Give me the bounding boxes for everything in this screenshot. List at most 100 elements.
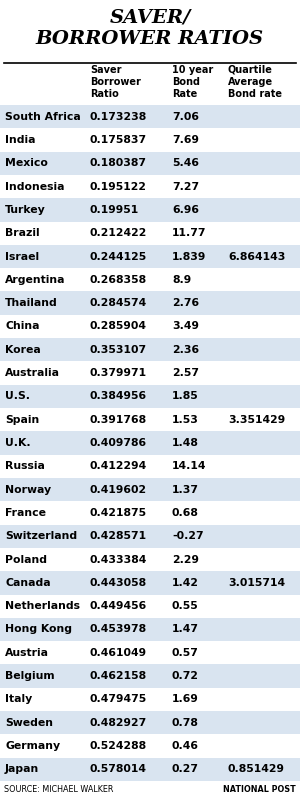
Bar: [0, 244, 300, 268]
Text: 0.268358: 0.268358: [90, 275, 147, 284]
Text: Hong Kong: Hong Kong: [5, 625, 72, 634]
Text: Spain: Spain: [5, 415, 39, 425]
Text: 0.443058: 0.443058: [90, 578, 147, 588]
Text: 0.285904: 0.285904: [90, 321, 147, 332]
Text: Netherlands: Netherlands: [5, 601, 80, 611]
Text: Italy: Italy: [5, 694, 32, 705]
Text: Australia: Australia: [5, 368, 60, 378]
Text: 0.851429: 0.851429: [228, 765, 285, 774]
Text: Mexico: Mexico: [5, 158, 48, 169]
Text: 0.72: 0.72: [172, 671, 199, 681]
Text: 0.524288: 0.524288: [90, 741, 147, 751]
Text: 0.195122: 0.195122: [90, 181, 147, 192]
Text: Belgium: Belgium: [5, 671, 55, 681]
Text: 2.76: 2.76: [172, 298, 199, 308]
Text: 0.462158: 0.462158: [90, 671, 147, 681]
Bar: [0, 594, 300, 618]
Bar: [0, 105, 300, 129]
Bar: [0, 757, 300, 781]
Text: SOURCE: MICHAEL WALKER: SOURCE: MICHAEL WALKER: [4, 785, 113, 794]
Bar: [0, 385, 300, 408]
Bar: [0, 548, 300, 571]
Text: Russia: Russia: [5, 461, 45, 471]
Text: Switzerland: Switzerland: [5, 531, 77, 541]
Text: 7.69: 7.69: [172, 135, 199, 145]
Bar: [0, 221, 300, 244]
Text: 7.06: 7.06: [172, 112, 199, 121]
Bar: [0, 361, 300, 385]
Bar: [0, 431, 300, 455]
Text: Indonesia: Indonesia: [5, 181, 64, 192]
Text: China: China: [5, 321, 40, 332]
Text: Sweden: Sweden: [5, 718, 53, 728]
Bar: [0, 292, 300, 315]
Bar: [0, 665, 300, 688]
Text: 2.29: 2.29: [172, 555, 199, 565]
Text: 11.77: 11.77: [172, 229, 206, 238]
Text: 0.453978: 0.453978: [90, 625, 147, 634]
Text: 0.55: 0.55: [172, 601, 199, 611]
Text: 0.412294: 0.412294: [90, 461, 147, 471]
Text: Poland: Poland: [5, 555, 47, 565]
Text: Germany: Germany: [5, 741, 60, 751]
Text: 0.379971: 0.379971: [90, 368, 147, 378]
Bar: [0, 198, 300, 221]
Text: 1.839: 1.839: [172, 252, 206, 261]
Text: Thailand: Thailand: [5, 298, 58, 308]
Text: 0.428571: 0.428571: [90, 531, 147, 541]
Text: 0.391768: 0.391768: [90, 415, 147, 425]
Text: 6.864143: 6.864143: [228, 252, 285, 261]
Text: Korea: Korea: [5, 344, 41, 355]
Text: 1.69: 1.69: [172, 694, 199, 705]
Text: Austria: Austria: [5, 648, 49, 658]
Bar: [0, 501, 300, 525]
Text: 0.421875: 0.421875: [90, 508, 147, 518]
Text: 1.85: 1.85: [172, 392, 199, 401]
Text: 0.180387: 0.180387: [90, 158, 147, 169]
Text: 0.173238: 0.173238: [90, 112, 147, 121]
Text: 0.353107: 0.353107: [90, 344, 147, 355]
Text: 0.68: 0.68: [172, 508, 199, 518]
Text: Argentina: Argentina: [5, 275, 65, 284]
Text: India: India: [5, 135, 35, 145]
Text: 0.27: 0.27: [172, 765, 199, 774]
Text: 2.57: 2.57: [172, 368, 199, 378]
Bar: [0, 688, 300, 711]
Text: 0.482927: 0.482927: [90, 718, 147, 728]
Text: 0.409786: 0.409786: [90, 438, 147, 448]
Text: 0.479475: 0.479475: [90, 694, 147, 705]
Text: South Africa: South Africa: [5, 112, 81, 121]
Text: Canada: Canada: [5, 578, 51, 588]
Bar: [0, 129, 300, 152]
Text: 0.433384: 0.433384: [90, 555, 147, 565]
Text: Israel: Israel: [5, 252, 39, 261]
Text: Saver
Borrower
Ratio: Saver Borrower Ratio: [90, 65, 141, 99]
Text: 3.351429: 3.351429: [228, 415, 285, 425]
Bar: [0, 734, 300, 757]
Bar: [0, 408, 300, 431]
Text: 3.015714: 3.015714: [228, 578, 285, 588]
Text: 0.461049: 0.461049: [90, 648, 147, 658]
Text: SAVER/: SAVER/: [110, 8, 190, 26]
Text: 0.384956: 0.384956: [90, 392, 147, 401]
Bar: [0, 478, 300, 501]
Bar: [0, 152, 300, 175]
Text: 0.212422: 0.212422: [90, 229, 147, 238]
Text: 0.78: 0.78: [172, 718, 199, 728]
Text: 0.449456: 0.449456: [90, 601, 147, 611]
Text: 3.49: 3.49: [172, 321, 199, 332]
Text: 2.36: 2.36: [172, 344, 199, 355]
Text: Japan: Japan: [5, 765, 39, 774]
Text: 5.46: 5.46: [172, 158, 199, 169]
Text: U.K.: U.K.: [5, 438, 31, 448]
Bar: [0, 338, 300, 361]
Bar: [0, 641, 300, 665]
Text: Brazil: Brazil: [5, 229, 40, 238]
Text: Quartile
Average
Bond rate: Quartile Average Bond rate: [228, 65, 282, 99]
Text: 1.53: 1.53: [172, 415, 199, 425]
Text: 8.9: 8.9: [172, 275, 191, 284]
Text: 0.578014: 0.578014: [90, 765, 147, 774]
Text: 10 year
Bond
Rate: 10 year Bond Rate: [172, 65, 213, 99]
Text: 1.47: 1.47: [172, 625, 199, 634]
Text: 6.96: 6.96: [172, 205, 199, 215]
